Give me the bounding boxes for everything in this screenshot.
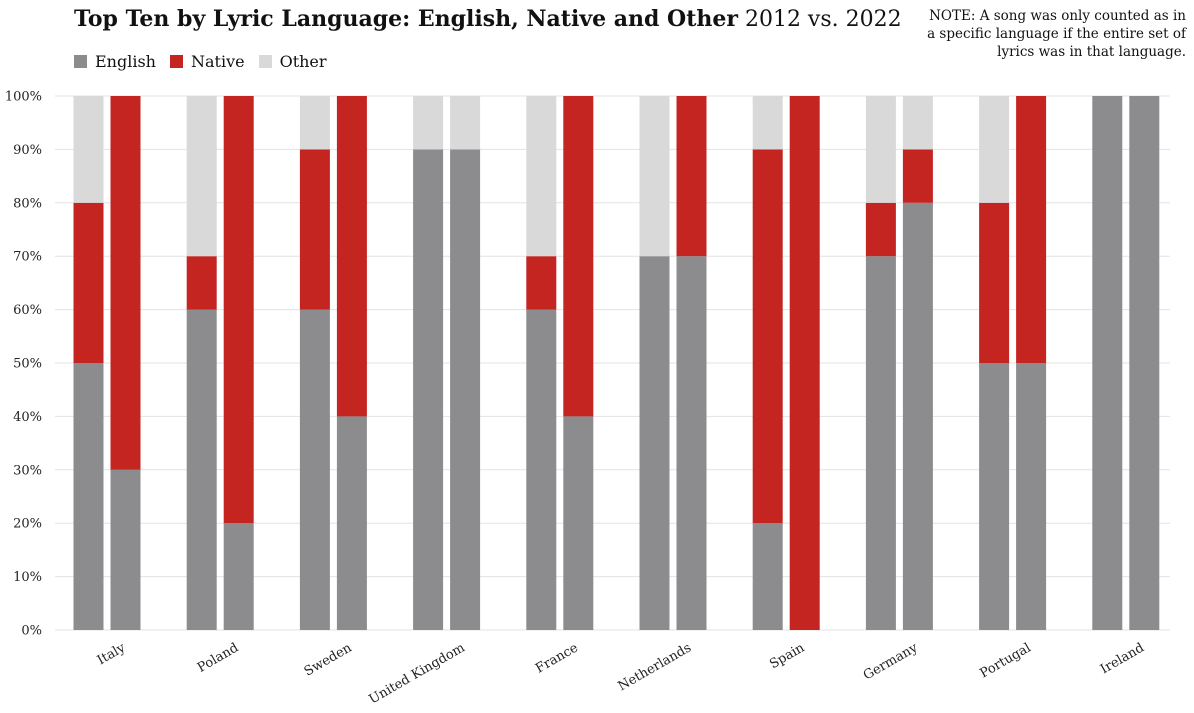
bar-other-2012 bbox=[752, 96, 783, 150]
chart-title-bold: Top Ten by Lyric Language: English, Nati… bbox=[74, 6, 738, 32]
bar-native-2012 bbox=[865, 202, 896, 257]
bar-native-2022 bbox=[336, 96, 367, 417]
x-tick-label: Netherlands bbox=[616, 640, 694, 694]
bar-layer bbox=[73, 96, 1160, 631]
bar-native-2022 bbox=[1016, 96, 1047, 363]
y-tick-label: 90% bbox=[13, 143, 42, 158]
bar-english-2022 bbox=[676, 256, 707, 630]
bar-native-2012 bbox=[186, 256, 217, 310]
chart-title: Top Ten by Lyric Language: English, Nati… bbox=[74, 6, 902, 32]
bar-english-2012 bbox=[186, 309, 217, 630]
chart-title-regular: 2012 vs. 2022 bbox=[744, 7, 902, 32]
x-tick-label: Portugal bbox=[978, 640, 1034, 681]
bar-english-2022 bbox=[450, 149, 481, 630]
bar-other-2012 bbox=[299, 96, 330, 150]
legend-label-other: Other bbox=[279, 52, 327, 71]
y-tick-label: 30% bbox=[13, 463, 42, 478]
bar-english-2012 bbox=[1092, 96, 1123, 630]
bar-native-2022 bbox=[110, 96, 141, 470]
y-tick-label: 100% bbox=[5, 90, 42, 105]
legend-item-english: English bbox=[74, 52, 156, 71]
legend-swatch-english bbox=[74, 55, 87, 68]
bar-native-2022 bbox=[902, 149, 933, 203]
bar-english-2012 bbox=[413, 149, 444, 630]
bar-native-2022 bbox=[789, 96, 820, 630]
y-tick-label: 50% bbox=[13, 357, 42, 372]
bar-other-2012 bbox=[413, 96, 444, 150]
x-tick-label: Italy bbox=[95, 640, 129, 668]
y-tick-label: 70% bbox=[13, 250, 42, 265]
bar-english-2012 bbox=[526, 309, 557, 630]
bar-other-2022 bbox=[450, 96, 481, 150]
x-tick-label: Poland bbox=[195, 640, 241, 675]
legend-swatch-native bbox=[169, 55, 183, 68]
bar-other-2022 bbox=[902, 96, 933, 150]
bar-english-2012 bbox=[73, 363, 104, 630]
bar-other-2012 bbox=[73, 96, 104, 203]
bar-english-2012 bbox=[639, 256, 670, 630]
bar-other-2012 bbox=[639, 96, 670, 257]
legend-swatch-other bbox=[258, 55, 272, 68]
legend-item-native: Native bbox=[169, 52, 245, 71]
bar-other-2012 bbox=[865, 96, 896, 203]
bar-english-2012 bbox=[979, 363, 1010, 630]
x-tick-label: France bbox=[533, 640, 581, 676]
bar-english-2022 bbox=[1016, 363, 1047, 630]
bar-native-2012 bbox=[752, 149, 783, 524]
bar-english-2022 bbox=[563, 416, 594, 630]
legend: English Native Other bbox=[74, 52, 341, 71]
bar-native-2022 bbox=[676, 96, 707, 257]
bar-native-2022 bbox=[563, 96, 594, 417]
bar-native-2012 bbox=[73, 202, 104, 363]
bar-english-2022 bbox=[110, 469, 141, 630]
legend-label-english: English bbox=[95, 52, 156, 71]
y-tick-label: 80% bbox=[13, 196, 42, 211]
x-tick-label: Spain bbox=[767, 640, 808, 672]
bar-native-2022 bbox=[223, 96, 254, 524]
y-tick-label: 40% bbox=[13, 410, 42, 425]
x-tick-label: Ireland bbox=[1098, 640, 1147, 677]
y-tick-label: 60% bbox=[13, 303, 42, 318]
x-tick-label: United Kingdom bbox=[367, 640, 468, 707]
x-tick-label: Germany bbox=[861, 640, 921, 683]
bar-english-2022 bbox=[902, 202, 933, 631]
bar-english-2022 bbox=[223, 523, 254, 630]
bar-english-2012 bbox=[299, 309, 330, 630]
y-tick-label: 20% bbox=[13, 517, 42, 532]
x-tick-label: Sweden bbox=[302, 640, 355, 679]
bar-other-2012 bbox=[526, 96, 557, 257]
bar-other-2012 bbox=[979, 96, 1010, 203]
bar-english-2022 bbox=[1129, 96, 1160, 630]
bar-native-2012 bbox=[526, 256, 557, 310]
bar-native-2012 bbox=[299, 149, 330, 310]
bar-english-2022 bbox=[336, 416, 367, 630]
bar-other-2012 bbox=[186, 96, 217, 257]
y-tick-label: 0% bbox=[21, 624, 42, 639]
legend-item-other: Other bbox=[258, 52, 327, 71]
chart-note: NOTE: A song was only counted as in a sp… bbox=[927, 8, 1186, 60]
bar-native-2012 bbox=[979, 202, 1010, 363]
bar-english-2012 bbox=[752, 523, 783, 630]
bar-english-2012 bbox=[865, 256, 896, 630]
legend-label-native: Native bbox=[190, 52, 245, 71]
y-tick-label: 10% bbox=[13, 570, 42, 585]
